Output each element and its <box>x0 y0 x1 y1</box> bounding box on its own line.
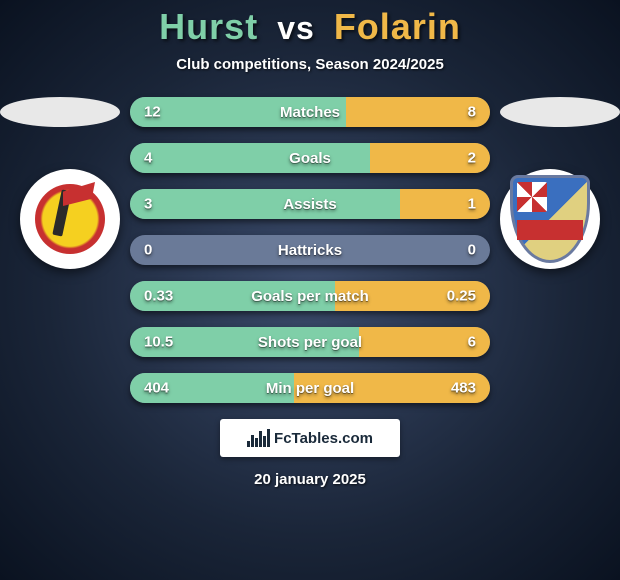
stat-value-right: 483 <box>451 380 476 397</box>
stat-row: 404 483 Min per goal <box>130 373 490 403</box>
stat-label: Shots per goal <box>258 334 362 351</box>
comparison-title: Hurst vs Folarin <box>0 0 620 48</box>
stat-value-left: 0 <box>144 242 152 259</box>
player2-name: Folarin <box>334 6 461 47</box>
stat-label: Goals <box>289 150 331 167</box>
player1-jersey-shape <box>0 97 120 127</box>
crest-graphic-right <box>510 175 590 263</box>
brand-text: FcTables.com <box>274 430 373 447</box>
stat-value-right: 1 <box>468 196 476 213</box>
stat-label: Goals per match <box>251 288 369 305</box>
stat-value-left: 3 <box>144 196 152 213</box>
stat-fill-right <box>400 189 490 219</box>
stat-label: Matches <box>280 104 340 121</box>
stat-value-left: 4 <box>144 150 152 167</box>
vs-label: vs <box>277 10 315 46</box>
player1-name: Hurst <box>159 6 258 47</box>
brand-icon <box>247 429 270 447</box>
stat-rows: 12 8 Matches 4 2 Goals 3 1 Assists 0 0 Hattricks 0.3… <box>130 97 490 403</box>
stat-label: Hattricks <box>278 242 342 259</box>
stat-value-left: 0.33 <box>144 288 173 305</box>
stat-fill-left <box>130 143 370 173</box>
stat-row: 4 2 Goals <box>130 143 490 173</box>
stat-row: 10.5 6 Shots per goal <box>130 327 490 357</box>
stat-value-left: 404 <box>144 380 169 397</box>
player1-club-crest <box>20 169 120 269</box>
stat-row: 12 8 Matches <box>130 97 490 127</box>
stat-value-right: 0 <box>468 242 476 259</box>
date-label: 20 january 2025 <box>0 471 620 488</box>
stat-row: 0 0 Hattricks <box>130 235 490 265</box>
stat-label: Min per goal <box>266 380 354 397</box>
player2-jersey-shape <box>500 97 620 127</box>
stat-value-right: 8 <box>468 104 476 121</box>
player2-club-crest <box>500 169 600 269</box>
subtitle: Club competitions, Season 2024/2025 <box>0 56 620 73</box>
stat-value-right: 0.25 <box>447 288 476 305</box>
stat-row: 3 1 Assists <box>130 189 490 219</box>
stat-row: 0.33 0.25 Goals per match <box>130 281 490 311</box>
stat-fill-left <box>130 189 400 219</box>
brand-badge: FcTables.com <box>220 419 400 457</box>
stats-area: 12 8 Matches 4 2 Goals 3 1 Assists 0 0 Hattricks 0.3… <box>0 97 620 403</box>
stat-label: Assists <box>283 196 336 213</box>
stat-value-right: 6 <box>468 334 476 351</box>
crest-graphic-left <box>35 184 105 254</box>
stat-value-left: 10.5 <box>144 334 173 351</box>
stat-value-right: 2 <box>468 150 476 167</box>
stat-value-left: 12 <box>144 104 161 121</box>
